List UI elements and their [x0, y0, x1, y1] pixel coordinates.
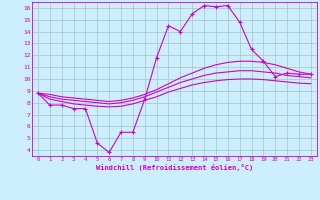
X-axis label: Windchill (Refroidissement éolien,°C): Windchill (Refroidissement éolien,°C)	[96, 164, 253, 171]
